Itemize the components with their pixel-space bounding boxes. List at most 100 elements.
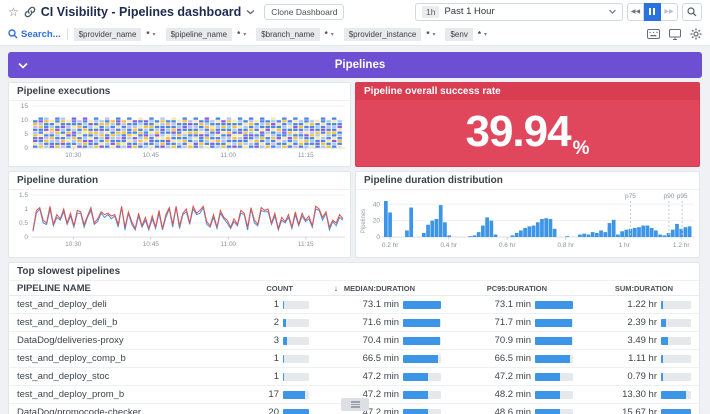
value-bar <box>535 408 573 414</box>
zoom-search-button[interactable] <box>682 2 702 21</box>
value-bar <box>403 354 441 363</box>
column-header-pc95-duration[interactable]: PC95:DURATION <box>441 284 573 293</box>
median-cell: 73.1 min <box>309 299 441 310</box>
svg-text:20: 20 <box>373 218 381 225</box>
cell-value: 47.2 min <box>362 407 399 414</box>
pipeline-name[interactable]: test_and_deploy_comp_b <box>17 353 126 364</box>
cell-value: 17 <box>268 389 279 400</box>
table-row[interactable]: test_and_deploy_comp_b 1 66.5 min 66.5 min 1… <box>9 350 699 368</box>
tv-mode-icon[interactable] <box>669 28 681 40</box>
chevron-down-icon: ▾ <box>483 31 487 38</box>
widget-drag-handle[interactable] <box>341 398 369 411</box>
pc95-cell: 73.1 min <box>441 299 573 310</box>
pipeline-name[interactable]: test_and_deploy_deli <box>17 299 107 310</box>
variable-pill-branch_name[interactable]: $branch_name * ▾ <box>256 27 338 42</box>
pipeline-name[interactable]: test_and_deploy_stoc <box>17 371 110 382</box>
widget-top-slowest-pipelines: Top slowest pipelines PIPELINE NAME COUNT… <box>8 262 700 414</box>
variable-name: $provider_instance <box>343 27 422 41</box>
gear-icon[interactable] <box>690 28 702 40</box>
pause-button[interactable] <box>644 2 661 21</box>
value-bar <box>661 372 691 381</box>
cell-value: 20 <box>268 407 279 414</box>
variable-pill-pipeline_name[interactable]: $pipeline_name * ▾ <box>165 27 251 42</box>
table-header-row: PIPELINE NAME COUNT ↓ MEDIAN:DURATION PC95:D… <box>9 281 699 296</box>
table-row[interactable]: test_and_deploy_deli_b 2 71.6 min 71.7 min 2… <box>9 314 699 332</box>
pc95-cell: 48.2 min <box>441 389 573 400</box>
keyboard-icon[interactable] <box>647 29 660 39</box>
widget-pipeline-duration: Pipeline duration 0 0.5 1 1.5 10:30 10:45 11:0… <box>8 171 351 258</box>
count-cell: 20 <box>235 407 309 414</box>
column-header-sum-duration[interactable]: SUM:DURATION <box>573 284 691 293</box>
pipeline-duration-chart[interactable]: 0 0.5 1 1.5 10:30 10:45 11:00 11:15 <box>9 190 350 255</box>
chevron-down-icon: ▾ <box>243 31 247 38</box>
pipeline-name[interactable]: DataDog/promocode-checker <box>17 407 142 414</box>
top-bar: ☆ CI Visibility - Pipelines dashboard Cl… <box>0 0 710 23</box>
table-row[interactable]: test_and_deploy_stoc 1 47.2 min 47.2 min 0.7… <box>9 368 699 386</box>
value-bar <box>661 336 691 345</box>
median-cell: 47.2 min <box>309 371 441 382</box>
list-icon <box>350 401 360 408</box>
column-header-median-duration[interactable]: ↓ MEDIAN:DURATION <box>309 284 441 293</box>
variable-pills: $provider_name * ▾ $pipeline_name * ▾ $branch_… <box>73 27 641 42</box>
duration-distribution-chart[interactable]: 0 20 40 Pipelines p75 p90 p95 0.2 hr 0.4 hr 0.6 h… <box>356 190 699 257</box>
favorite-star-icon[interactable]: ☆ <box>8 4 19 19</box>
variable-pill-provider_instance[interactable]: $provider_instance * ▾ <box>343 27 440 42</box>
svg-text:11:15: 11:15 <box>298 241 314 248</box>
cell-value: 15.67 hr <box>622 407 657 414</box>
column-header-count[interactable]: COUNT <box>235 284 309 293</box>
svg-text:1.5: 1.5 <box>19 192 28 199</box>
svg-text:10:45: 10:45 <box>143 241 160 248</box>
median-cell: 70.4 min <box>309 335 441 346</box>
success-rate-value: 39.94 <box>465 107 571 156</box>
svg-text:p95: p95 <box>677 193 688 200</box>
table-row[interactable]: test_and_deploy_deli 1 73.1 min 73.1 min 1.2… <box>9 296 699 314</box>
pipelines-table: PIPELINE NAME COUNT ↓ MEDIAN:DURATION PC95:D… <box>9 281 699 414</box>
pipeline-executions-chart[interactable]: 0 5 10 15 10:30 10:45 11:00 11:15 <box>9 101 350 166</box>
sum-cell: 2.39 hr <box>573 317 691 328</box>
title-chevron-down-icon[interactable] <box>246 9 255 15</box>
svg-text:10:45: 10:45 <box>143 152 160 159</box>
table-row[interactable]: DataDog/promocode-checker 20 47.2 min 48.6 … <box>9 404 699 414</box>
time-forward-button[interactable]: ▶▶ <box>661 2 678 21</box>
pause-icon <box>649 8 655 15</box>
success-rate-value-area[interactable]: 39.94 % <box>356 100 699 164</box>
column-header-pipeline-name[interactable]: PIPELINE NAME <box>17 282 91 294</box>
cell-value: 48.2 min <box>494 389 531 400</box>
table-row[interactable]: DataDog/deliveries-proxy 3 70.4 min 70.9 mi… <box>9 332 699 350</box>
cell-value: 73.1 min <box>362 299 399 310</box>
pipeline-name[interactable]: DataDog/deliveries-proxy <box>17 335 124 346</box>
svg-text:10:30: 10:30 <box>65 241 82 248</box>
svg-text:0.4 hr: 0.4 hr <box>440 242 457 249</box>
median-cell: 66.5 min <box>309 353 441 364</box>
widget-success-rate: Pipeline overall success rate 39.94 % <box>355 82 700 167</box>
count-cell: 3 <box>235 335 309 346</box>
value-bar <box>661 354 691 363</box>
clone-dashboard-button[interactable]: Clone Dashboard <box>264 3 345 20</box>
variable-pill-provider_name[interactable]: $provider_name * ▾ <box>73 27 160 42</box>
group-collapse-chevron-icon[interactable] <box>18 62 28 69</box>
variable-value: * <box>146 29 150 39</box>
pc95-cell: 48.6 min <box>441 407 573 414</box>
sum-cell: 1.11 hr <box>573 353 691 364</box>
cell-value: 70.9 min <box>494 335 531 346</box>
share-link-icon[interactable] <box>24 6 36 18</box>
widget-pipeline-executions: Pipeline executions 0 5 10 15 10:30 10:45 11:0… <box>8 82 351 167</box>
pipeline-name[interactable]: test_and_deploy_prom_b <box>17 389 125 400</box>
value-bar <box>535 390 573 399</box>
search-control[interactable]: Search... <box>8 29 61 40</box>
search-label: Search... <box>21 28 61 40</box>
time-backward-button[interactable]: ◀◀ <box>627 2 644 21</box>
time-controls: 1h Past 1 Hour ◀◀ ▶▶ <box>415 2 702 21</box>
median-cell: 71.6 min <box>309 317 441 328</box>
variable-pill-env[interactable]: $env * ▾ <box>445 27 491 42</box>
value-bar <box>283 408 309 414</box>
pipeline-name[interactable]: test_and_deploy_deli_b <box>17 317 118 328</box>
template-variables-bar: Search... $provider_name * ▾ $pipeline_name… <box>0 23 710 46</box>
time-range-picker[interactable]: 1h Past 1 Hour <box>415 2 623 21</box>
svg-text:11:00: 11:00 <box>220 241 236 248</box>
group-header-pipelines[interactable]: Pipelines <box>8 52 702 78</box>
cell-value: 47.2 min <box>362 371 399 382</box>
cell-value: 47.2 min <box>362 389 399 400</box>
count-cell: 1 <box>235 371 309 382</box>
cell-value: 2 <box>273 317 279 328</box>
